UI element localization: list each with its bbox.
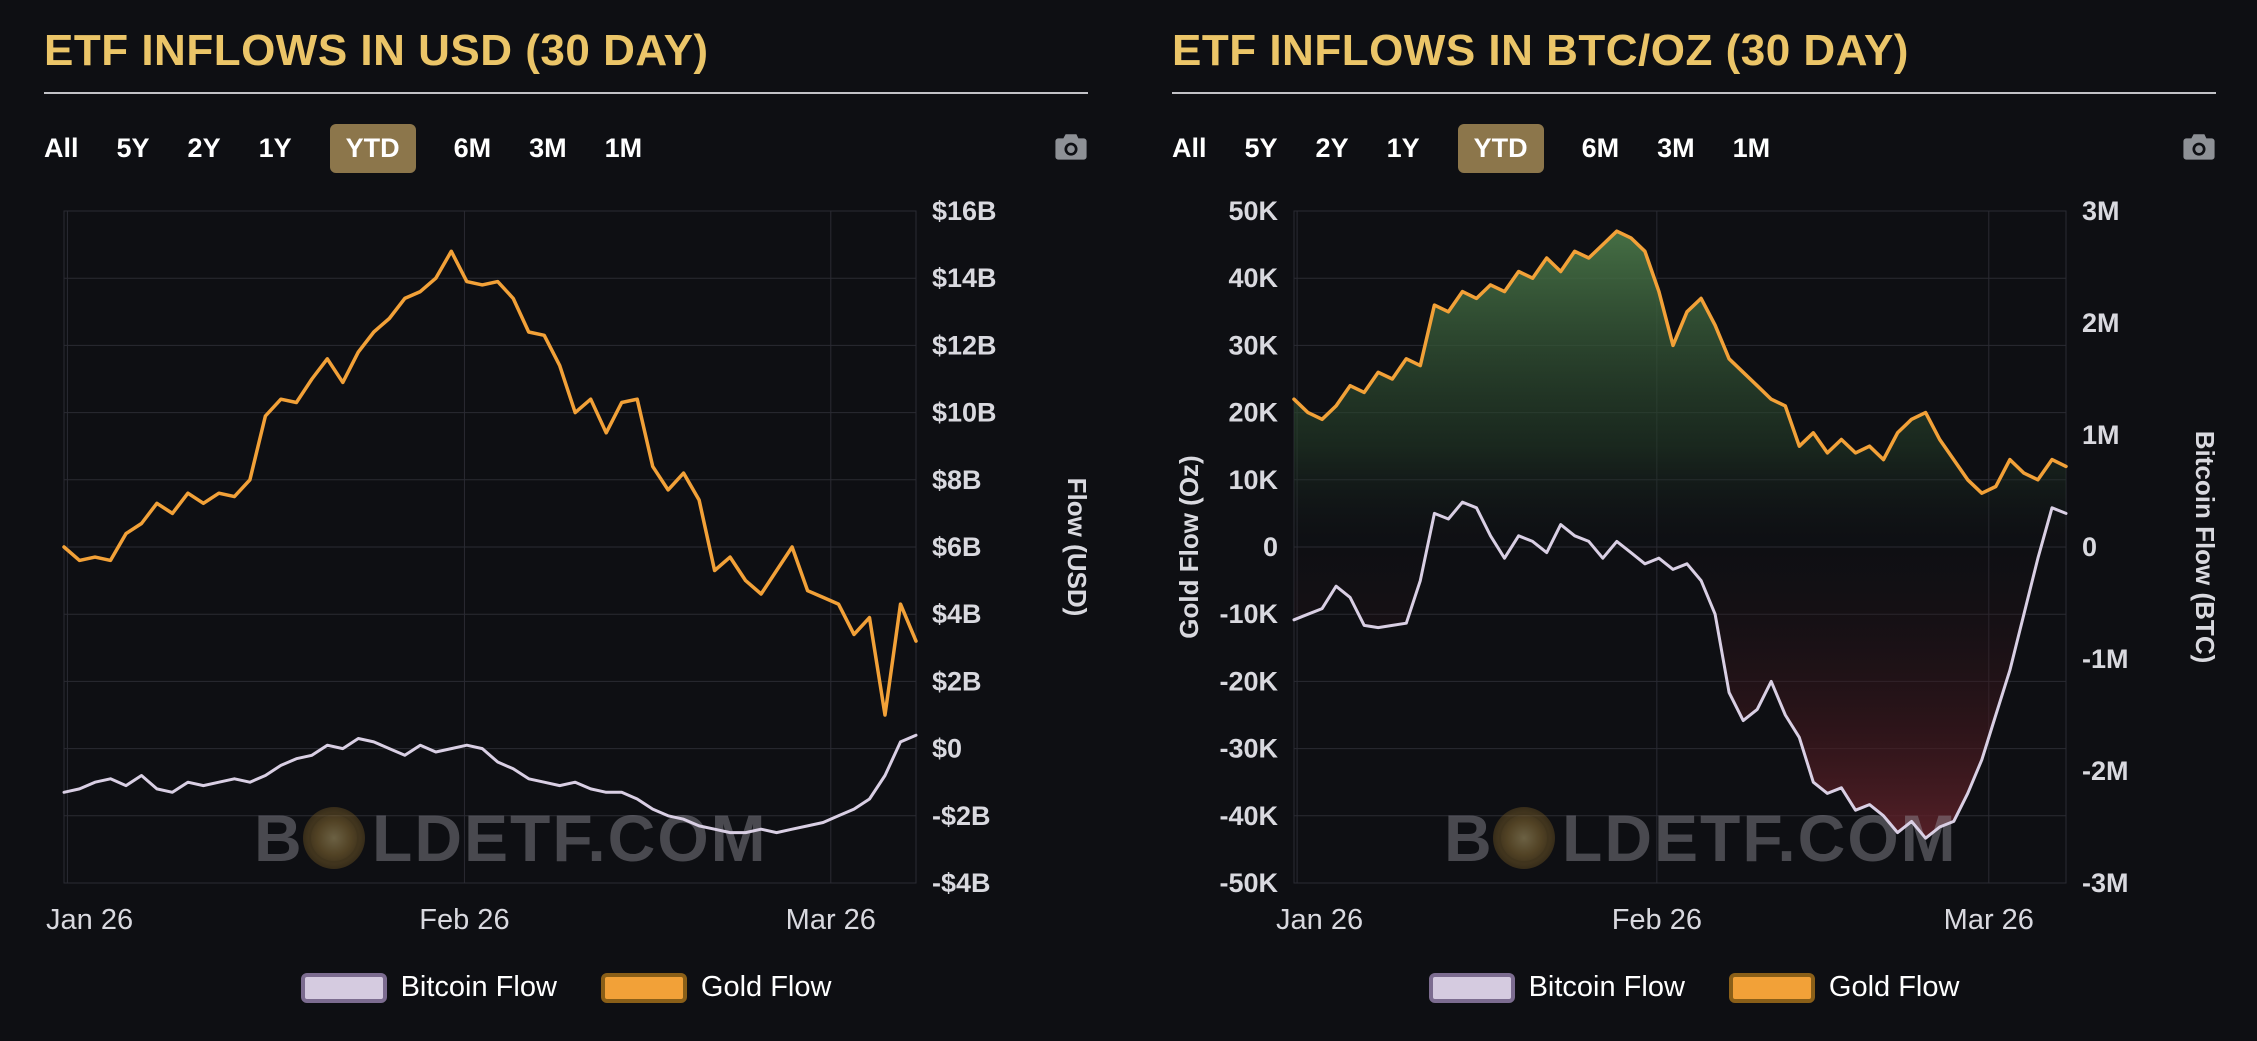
svg-text:LDETF.COM: LDETF.COM: [1562, 801, 1958, 875]
svg-text:$14B: $14B: [932, 263, 997, 293]
camera-icon: [2182, 132, 2216, 165]
coin-logo-icon: [1493, 807, 1555, 869]
usd-chart-area: $16B $14B $12B $10B $8B $6B $4B $2B $0 -$2B -$4B Fl…: [44, 195, 1088, 967]
svg-text:-30K: -30K: [1219, 734, 1278, 764]
btcoz-chart-area: 50K 40K 30K 20K 10K 0 -10K -20K -30K -40K -50K Gold…: [1172, 195, 2216, 967]
bitcoin-flow-line: [1292, 500, 2068, 840]
svg-text:20K: 20K: [1228, 398, 1278, 428]
svg-text:$0: $0: [932, 734, 962, 764]
gold-flow-area: [1294, 231, 2066, 547]
page-title: ETF INFLOWS IN USD (30 DAY): [44, 26, 1088, 94]
svg-text:$8B: $8B: [932, 465, 982, 495]
camera-export-button[interactable]: [1054, 132, 1088, 165]
coin-logo-icon: [303, 807, 365, 869]
range-6m[interactable]: 6M: [454, 124, 492, 173]
svg-text:$12B: $12B: [932, 330, 997, 360]
bitcoin-flow-swatch: [300, 972, 387, 1003]
gold-flow-swatch: [1728, 972, 1815, 1003]
gold-flow-label: Gold Flow: [700, 971, 832, 1003]
range-1y[interactable]: 1Y: [1387, 124, 1420, 173]
range-3m[interactable]: 3M: [529, 124, 567, 173]
svg-text:Flow (USD): Flow (USD): [1062, 478, 1088, 617]
range-toolbar: All 5Y 2Y 1Y YTD 6M 3M 1M: [44, 124, 1088, 173]
svg-text:50K: 50K: [1228, 196, 1278, 226]
svg-text:B: B: [254, 801, 304, 875]
usd-chart-legend: Bitcoin Flow Gold Flow: [44, 971, 1088, 1004]
panel-btcoz-chart: ETF INFLOWS IN BTC/OZ (30 DAY) All 5Y 2Y 1Y…: [1128, 0, 2256, 1041]
svg-text:-50K: -50K: [1219, 868, 1278, 898]
legend-item-gold-flow[interactable]: Gold Flow: [600, 971, 832, 1004]
svg-text:-1M: -1M: [2082, 644, 2129, 674]
legend-item-bitcoin-flow[interactable]: Bitcoin Flow: [300, 971, 557, 1004]
svg-text:-20K: -20K: [1219, 666, 1278, 696]
bitcoin-flow-line: [62, 733, 918, 835]
svg-text:Feb 26: Feb 26: [419, 904, 509, 936]
svg-text:-3M: -3M: [2082, 868, 2129, 898]
btcoz-chart-legend: Bitcoin Flow Gold Flow: [1172, 971, 2216, 1004]
range-toolbar-2: All 5Y 2Y 1Y YTD 6M 3M 1M: [1172, 124, 2216, 173]
svg-text:-$4B: -$4B: [932, 868, 991, 898]
boldetf-watermark: B LDETF.COM: [1444, 801, 1958, 875]
usd-flow-chart[interactable]: $16B $14B $12B $10B $8B $6B $4B $2B $0 -$2B -$4B Fl…: [44, 195, 1088, 967]
range-button-group-2: All 5Y 2Y 1Y YTD 6M 3M 1M: [1172, 124, 1770, 173]
panel-usd-chart: ETF INFLOWS IN USD (30 DAY) All 5Y 2Y 1Y YTD…: [0, 0, 1128, 1041]
svg-text:2M: 2M: [2082, 308, 2120, 338]
gold-flow-swatch: [600, 972, 687, 1003]
svg-text:Jan 26: Jan 26: [1276, 904, 1363, 936]
svg-text:3M: 3M: [2082, 196, 2120, 226]
bitcoin-flow-swatch: [1428, 972, 1515, 1003]
svg-text:-10K: -10K: [1219, 599, 1278, 629]
range-ytd[interactable]: YTD: [1457, 124, 1544, 173]
svg-text:$16B: $16B: [932, 196, 997, 226]
range-1m[interactable]: 1M: [605, 124, 643, 173]
range-2y[interactable]: 2Y: [188, 124, 221, 173]
svg-text:Bitcoin Flow (BTC): Bitcoin Flow (BTC): [2190, 431, 2216, 664]
svg-text:B: B: [1444, 801, 1494, 875]
range-1m[interactable]: 1M: [1733, 124, 1771, 173]
range-ytd[interactable]: YTD: [329, 124, 416, 173]
svg-text:30K: 30K: [1228, 330, 1278, 360]
legend-item-gold-flow[interactable]: Gold Flow: [1728, 971, 1960, 1004]
svg-text:Mar 26: Mar 26: [786, 904, 876, 936]
boldetf-watermark: B LDETF.COM: [254, 801, 768, 875]
svg-text:$10B: $10B: [932, 398, 997, 428]
svg-text:0: 0: [2082, 532, 2097, 562]
svg-text:$6B: $6B: [932, 532, 982, 562]
range-6m[interactable]: 6M: [1582, 124, 1620, 173]
legend-item-bitcoin-flow[interactable]: Bitcoin Flow: [1428, 971, 1685, 1004]
svg-text:Gold Flow (Oz): Gold Flow (Oz): [1174, 455, 1204, 638]
svg-text:10K: 10K: [1228, 465, 1278, 495]
svg-text:1M: 1M: [2082, 420, 2120, 450]
range-all[interactable]: All: [1172, 124, 1207, 173]
gold-flow-line: [1292, 229, 2068, 495]
svg-text:Mar 26: Mar 26: [1944, 904, 2034, 936]
svg-text:0: 0: [1263, 532, 1278, 562]
range-3m[interactable]: 3M: [1657, 124, 1695, 173]
range-all[interactable]: All: [44, 124, 79, 173]
svg-text:40K: 40K: [1228, 263, 1278, 293]
svg-text:-$2B: -$2B: [932, 801, 991, 831]
range-button-group: All 5Y 2Y 1Y YTD 6M 3M 1M: [44, 124, 642, 173]
svg-text:-2M: -2M: [2082, 756, 2129, 786]
svg-text:-40K: -40K: [1219, 801, 1278, 831]
bitcoin-flow-area: [1294, 502, 2066, 839]
range-1y[interactable]: 1Y: [259, 124, 292, 173]
bitcoin-flow-label: Bitcoin Flow: [400, 971, 557, 1003]
gold-flow-label: Gold Flow: [1828, 971, 1960, 1003]
range-2y[interactable]: 2Y: [1316, 124, 1349, 173]
svg-text:$4B: $4B: [932, 599, 982, 629]
gold-flow-line: [62, 249, 918, 717]
svg-text:Feb 26: Feb 26: [1612, 904, 1702, 936]
camera-export-button-2[interactable]: [2182, 132, 2216, 165]
range-5y[interactable]: 5Y: [117, 124, 150, 173]
page-title-2: ETF INFLOWS IN BTC/OZ (30 DAY): [1172, 26, 2216, 94]
bitcoin-flow-label: Bitcoin Flow: [1528, 971, 1685, 1003]
svg-text:$2B: $2B: [932, 666, 982, 696]
btcoz-flow-chart[interactable]: 50K 40K 30K 20K 10K 0 -10K -20K -30K -40K -50K Gold…: [1172, 195, 2216, 967]
svg-text:Jan 26: Jan 26: [46, 904, 133, 936]
svg-text:LDETF.COM: LDETF.COM: [372, 801, 768, 875]
camera-icon: [1054, 132, 1088, 165]
range-5y[interactable]: 5Y: [1245, 124, 1278, 173]
